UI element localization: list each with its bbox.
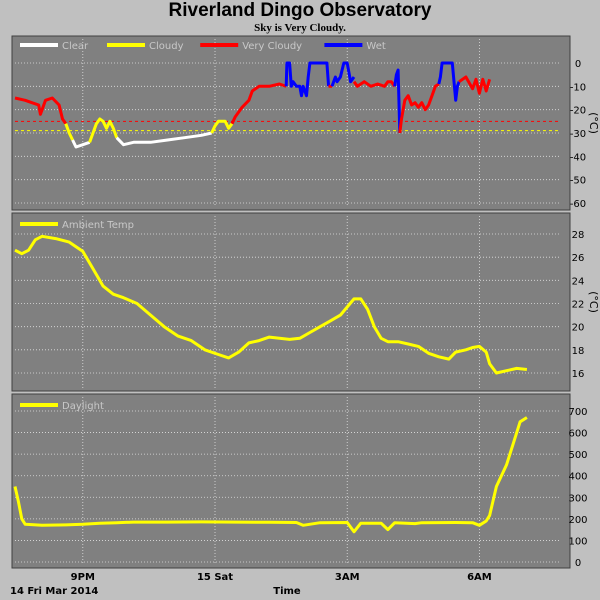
y-tick-label: -40	[570, 152, 586, 163]
y-unit-label: (°C)	[587, 112, 600, 134]
y-tick-label: -30	[570, 129, 586, 140]
y-tick-label: -60	[570, 199, 586, 210]
legend-label: Wet	[366, 41, 385, 52]
y-tick-label: -20	[570, 106, 586, 117]
series-segment	[14, 96, 68, 125]
y-tick-label: 0	[575, 558, 581, 569]
legend-label: Clear	[62, 41, 89, 52]
series-segment	[64, 123, 74, 141]
y-tick-label: 0	[575, 59, 581, 70]
series-segment	[230, 82, 287, 125]
y-tick-label: 22	[572, 300, 585, 311]
series-segment	[352, 80, 396, 88]
series-segment	[284, 61, 331, 98]
page-title: Riverland Dingo Observatory	[168, 0, 432, 21]
series-segment	[330, 61, 356, 87]
y-tick-label: 18	[572, 346, 585, 357]
x-axis-label: Time	[273, 586, 301, 597]
series-segment	[393, 68, 402, 134]
plot-area	[15, 397, 560, 565]
y-tick-label: 26	[572, 253, 585, 264]
series-line	[14, 234, 528, 375]
series-segment	[437, 61, 461, 102]
y-tick-label: -50	[570, 176, 586, 187]
series-segment	[71, 139, 91, 149]
series-segment	[458, 75, 492, 95]
series-segment	[115, 131, 212, 147]
y-tick-label: 200	[568, 515, 587, 526]
y-tick-label: 700	[568, 407, 587, 418]
y-unit-label: (°C)	[587, 291, 600, 313]
series-line	[13, 416, 528, 534]
date-label: 14 Fri Mar 2014	[10, 586, 98, 597]
y-tick-label: 20	[572, 323, 585, 334]
y-tick-label: 300	[568, 493, 587, 504]
series-segment	[398, 82, 440, 134]
y-tick-label: 400	[568, 472, 587, 483]
legend-label: Cloudy	[149, 41, 184, 52]
legend-label: Very Cloudy	[242, 41, 302, 52]
x-tick-label: 3AM	[335, 572, 360, 583]
x-tick-label: 9PM	[71, 572, 95, 583]
x-tick-label: 6AM	[467, 572, 492, 583]
page-subtitle: Sky is Very Cloudy.	[254, 22, 346, 34]
y-tick-label: 16	[572, 369, 585, 380]
y-tick-label: 100	[568, 536, 587, 547]
y-tick-label: 600	[568, 429, 587, 440]
series-segment	[210, 119, 234, 134]
x-tick-label: 15 Sat	[197, 572, 233, 583]
legend-label: Ambient Temp	[62, 220, 134, 231]
y-tick-label: 28	[572, 230, 585, 241]
legend-label: Daylight	[62, 401, 104, 412]
y-tick-label: -10	[570, 82, 586, 93]
y-tick-label: 500	[568, 450, 587, 461]
plot-area	[15, 216, 560, 388]
series-segment	[88, 117, 119, 143]
y-tick-label: 24	[572, 276, 585, 287]
